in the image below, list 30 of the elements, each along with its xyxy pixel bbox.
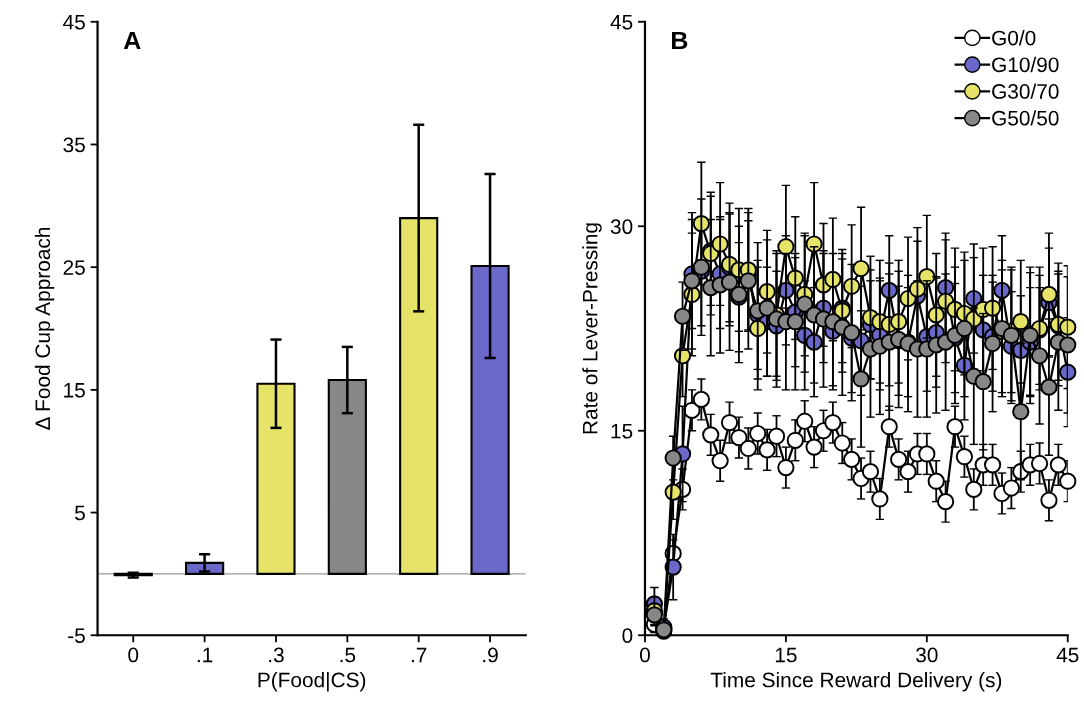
y-tick-label: 45 xyxy=(63,15,85,30)
x-tick-label: .3 xyxy=(269,647,284,663)
y-tick-label: 35 xyxy=(63,137,85,153)
x-tick-label: 0 xyxy=(640,647,650,663)
y-axis-title: Rate of Lever-Pressing xyxy=(582,223,602,434)
y-tick-label: 30 xyxy=(610,219,633,235)
x-tick-label: .9 xyxy=(483,647,498,663)
annotation: A xyxy=(123,31,141,50)
legend-label: G50/50 xyxy=(992,110,1059,126)
y-tick-label: 15 xyxy=(611,423,633,439)
annotation: B xyxy=(672,31,688,50)
y-tick-label: 5 xyxy=(75,505,85,521)
y-tick-label: -5 xyxy=(68,628,85,643)
y-axis-title: Δ Food Cup Approach xyxy=(34,227,55,430)
legend-label: G0/0 xyxy=(992,30,1036,46)
y-tick-label: 0 xyxy=(622,628,633,643)
x-axis-title: P(Food|CS) xyxy=(258,672,366,692)
x-axis-title: Time Since Reward Delivery (s) xyxy=(710,672,1002,692)
y-tick-label: 25 xyxy=(63,260,85,275)
x-tick-label: .5 xyxy=(340,647,356,663)
x-tick-label: .7 xyxy=(411,647,427,663)
legend-label: G30/70 xyxy=(992,83,1059,99)
x-tick-label: 30 xyxy=(916,647,938,663)
x-tick-label: 0 xyxy=(128,647,139,663)
legend-label: G10/90 xyxy=(992,56,1059,73)
x-tick-label: 15 xyxy=(775,647,797,663)
x-tick-label: .1 xyxy=(197,647,213,663)
y-tick-label: 45 xyxy=(610,15,633,30)
x-tick-label: 45 xyxy=(1056,647,1079,663)
y-tick-label: 15 xyxy=(64,383,85,398)
